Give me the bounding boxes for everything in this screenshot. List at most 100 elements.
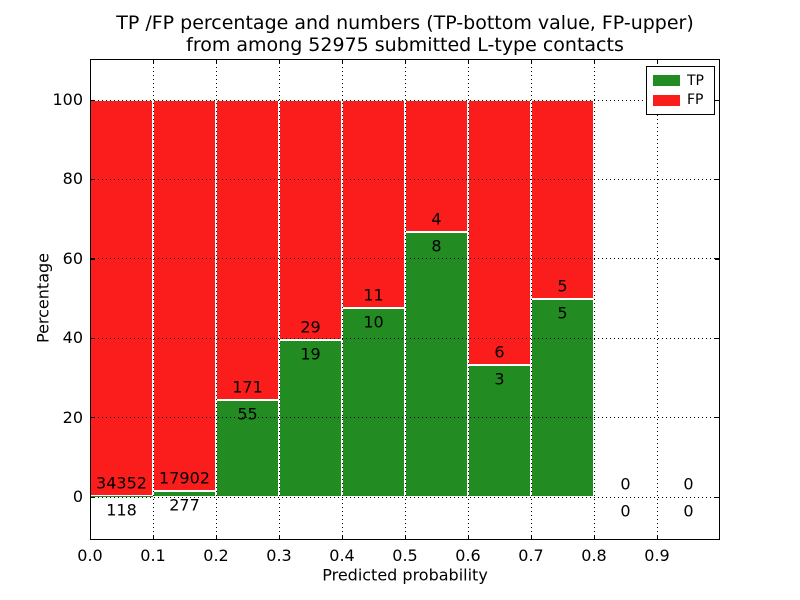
fp-bar-segment [90, 100, 153, 496]
fp-count-label: 0 [620, 474, 631, 494]
tp-bar-segment [531, 298, 594, 497]
y-tick-label: 60 [62, 248, 83, 268]
fp-count-label: 34352 [96, 473, 147, 493]
fp-count-label: 6 [494, 342, 505, 362]
y-tick-mark [715, 496, 720, 498]
fp-count-label: 11 [363, 285, 384, 305]
v-gridline [467, 59, 469, 540]
y-tick-mark [715, 99, 720, 101]
v-gridline [593, 59, 595, 540]
x-tick-mark [404, 535, 406, 540]
y-tick-mark [90, 496, 95, 498]
y-tick-mark [90, 417, 95, 419]
x-tick-label: 0.2 [203, 546, 229, 565]
x-tick-label: 0.8 [581, 546, 607, 565]
fp-count-label: 5 [557, 276, 568, 295]
tp-count-label: 19 [300, 344, 321, 364]
fp-count-label: 29 [300, 317, 321, 337]
fp-bar-segment [531, 100, 594, 299]
v-gridline [404, 59, 406, 540]
v-gridline [341, 59, 343, 540]
x-tick-mark [404, 59, 406, 64]
fp-count-label: 17902 [159, 468, 210, 488]
y-tick-label: 100 [52, 90, 83, 109]
v-gridline [278, 59, 280, 540]
tp-bar-segment [405, 232, 468, 497]
x-axis-label: Predicted probability [322, 565, 488, 585]
fp-count-label: 4 [431, 209, 442, 229]
tp-count-label: 118 [106, 500, 137, 520]
tp-bar-segment [216, 400, 279, 497]
tp-count-label: 277 [169, 495, 200, 515]
v-gridline [656, 59, 658, 540]
legend-label-tp: TP [687, 72, 704, 89]
tp-count-label: 8 [431, 236, 442, 256]
tp-bar-segment [342, 307, 405, 497]
x-tick-label: 0.5 [392, 546, 418, 565]
chart-title-line2: from among 52975 submitted L-type contac… [186, 34, 624, 56]
y-tick-mark [90, 99, 95, 101]
x-tick-mark [152, 59, 154, 64]
x-tick-mark [215, 535, 217, 540]
tp-bar-segment [90, 495, 153, 497]
x-tick-mark [341, 535, 343, 540]
x-tick-mark [278, 59, 280, 64]
fp-bar-segment [342, 100, 405, 308]
plot-area: 34352 118 17902 277 171 55 29 19 11 10 4 8 6 3 5 5 0 0 0 0 … [90, 59, 720, 540]
tp-color-swatch [653, 75, 680, 87]
legend-item-tp: TP [653, 73, 708, 89]
x-tick-label: 0.4 [329, 546, 355, 565]
fp-bar-segment [468, 100, 531, 365]
tp-count-label: 55 [237, 404, 258, 424]
y-tick-label: 40 [62, 328, 83, 348]
y-tick-label: 0 [72, 487, 83, 506]
tp-count-label: 5 [557, 303, 568, 322]
x-tick-label: 0.0 [77, 546, 103, 565]
fp-count-label: 0 [683, 474, 694, 494]
tp-bar-segment [468, 364, 531, 497]
legend-item-fp: FP [653, 92, 708, 108]
y-tick-mark [90, 258, 95, 260]
x-tick-mark [215, 59, 217, 64]
fp-bar-segment [279, 100, 342, 340]
x-tick-label: 0.7 [518, 546, 544, 565]
y-tick-mark [90, 178, 95, 181]
x-tick-mark [467, 535, 469, 540]
chart-title-line1: TP /FP percentage and numbers (TP-bottom… [116, 12, 694, 34]
x-tick-mark [593, 535, 595, 540]
tp-count-label: 0 [683, 501, 694, 521]
tp-count-label: 3 [494, 369, 505, 389]
tp-bar-segment [279, 339, 342, 497]
fp-bar-segment [216, 100, 279, 401]
y-tick-label: 80 [62, 169, 83, 189]
y-tick-mark [715, 258, 720, 260]
x-tick-label: 0.9 [644, 546, 670, 565]
x-tick-mark [530, 59, 532, 64]
x-tick-label: 0.3 [266, 546, 292, 565]
legend: TP FP [646, 66, 715, 115]
x-tick-label: 0.6 [455, 546, 481, 565]
x-tick-mark [278, 535, 280, 540]
tp-count-label: 10 [363, 312, 384, 332]
x-tick-mark [152, 535, 154, 540]
tp-count-label: 0 [620, 501, 631, 521]
fp-bar-segment [405, 100, 468, 233]
v-gridline [215, 59, 217, 540]
v-gridline [152, 59, 154, 540]
x-tick-mark [341, 59, 343, 64]
x-tick-mark [467, 59, 469, 64]
fp-bar-segment [153, 100, 216, 491]
x-tick-label: 0.1 [140, 546, 166, 565]
fp-count-label: 171 [232, 377, 263, 397]
y-tick-mark [715, 337, 720, 340]
v-gridline [530, 59, 532, 540]
y-tick-label: 20 [62, 407, 83, 427]
x-tick-mark [656, 59, 658, 64]
x-tick-mark [656, 535, 658, 540]
x-tick-mark [593, 59, 595, 64]
fp-color-swatch [653, 94, 680, 106]
legend-label-fp: FP [687, 92, 704, 109]
y-axis-label: Percentage [33, 252, 53, 344]
y-tick-mark [90, 337, 95, 340]
